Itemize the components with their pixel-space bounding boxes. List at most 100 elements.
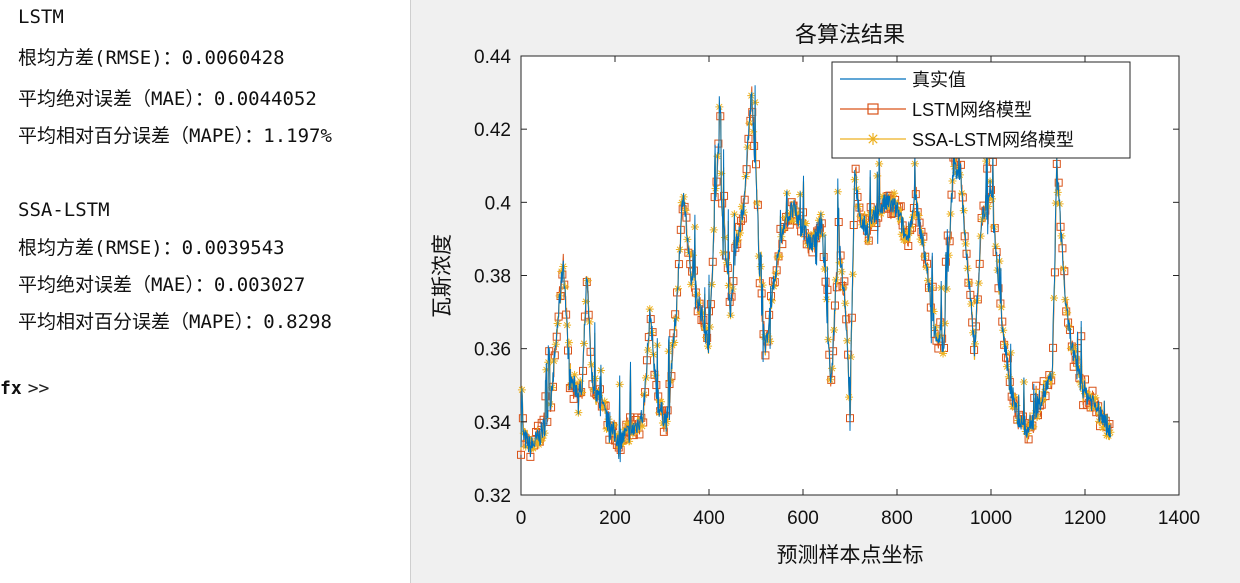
series-true-line — [520, 85, 1112, 463]
ssa-lstm-marker — [974, 279, 983, 288]
ssa-lstm-marker — [538, 434, 547, 443]
ssa-lstm-marker — [788, 216, 797, 225]
lstm-marker — [1088, 386, 1097, 395]
ssa-lstm-marker — [987, 194, 996, 203]
legend-entry[interactable]: LSTM网络模型 — [840, 100, 1032, 120]
x-tick-label: 600 — [787, 508, 819, 529]
y-tick-label: 0.44 — [474, 47, 511, 68]
ssa-lstm-marker — [841, 299, 850, 308]
ssa-lstm-marker — [564, 338, 573, 347]
ssa-lstm-marker — [929, 307, 938, 316]
x-tick-label: 400 — [693, 508, 725, 529]
ssa-lstm-marker — [1091, 393, 1100, 402]
ssa-lstm-marker — [861, 220, 870, 229]
plot-area — [517, 85, 1115, 463]
console-line: 根均方差(RMSE)：0.0039543 — [18, 237, 285, 259]
console-line: 根均方差(RMSE)：0.0060428 — [18, 47, 285, 69]
ssa-lstm-marker — [775, 252, 784, 261]
x-tick-label: 1400 — [1158, 508, 1200, 529]
ssa-lstm-marker — [681, 206, 690, 215]
ssa-lstm-marker — [623, 419, 632, 428]
console-line: 平均相对百分误差（MAPE）：0.8298 — [18, 311, 332, 333]
ssa-lstm-marker — [835, 258, 844, 267]
ssa-lstm-marker — [895, 214, 904, 223]
ssa-lstm-marker — [613, 430, 622, 439]
ssa-lstm-marker — [845, 393, 854, 402]
ssa-lstm-marker — [529, 444, 538, 453]
figure-window: 0 200 400 600 800 1000 1200 1400 0.32 0.34 0.36 0.3… — [410, 0, 1240, 583]
x-tick-label: 200 — [599, 508, 631, 529]
ssa-lstm-marker — [1093, 403, 1102, 412]
ssa-lstm-marker — [897, 230, 906, 239]
console-line: LSTM — [18, 6, 64, 28]
ssa-lstm-marker — [922, 262, 931, 271]
ssa-lstm-marker — [908, 213, 917, 222]
x-tick-label: 0 — [516, 508, 527, 529]
ssa-lstm-marker — [824, 335, 833, 344]
legend-label: LSTM网络模型 — [912, 100, 1032, 120]
y-tick-label: 0.34 — [474, 413, 511, 434]
ssa-lstm-marker — [638, 422, 647, 431]
chart-title: 各算法结果 — [795, 22, 905, 47]
ssa-lstm-marker — [600, 397, 609, 406]
prompt-symbol: >> — [27, 378, 50, 399]
ssa-lstm-marker — [657, 397, 666, 406]
ssa-lstm-marker — [901, 236, 910, 245]
ssa-lstm-marker — [643, 345, 652, 354]
legend-box — [831, 61, 1131, 159]
ssa-lstm-marker — [878, 192, 887, 201]
ssa-lstm-marker — [903, 228, 912, 237]
console-line: 平均绝对误差（MAE）：0.0044052 — [18, 88, 317, 110]
ssa-lstm-marker — [820, 265, 829, 274]
x-tick-label: 1200 — [1064, 508, 1106, 529]
ssa-lstm-marker — [801, 219, 810, 228]
ssa-lstm-marker — [1104, 431, 1113, 440]
ssa-lstm-marker — [587, 360, 596, 369]
lstm-marker — [840, 277, 849, 286]
console-line: SSA-LSTM — [18, 199, 110, 221]
ssa-lstm-marker — [1053, 188, 1062, 197]
ssa-lstm-marker — [578, 388, 587, 397]
y-tick-label: 0.4 — [485, 193, 512, 214]
legend-label: 真实值 — [912, 70, 966, 90]
y-tick-label: 0.32 — [474, 486, 511, 507]
legend-entry[interactable]: 真实值 — [840, 70, 966, 90]
ssa-lstm-marker — [570, 370, 579, 379]
fx-icon: fx — [0, 378, 22, 399]
ssa-lstm-marker — [890, 189, 899, 198]
lstm-marker — [1024, 435, 1033, 444]
x-axis-label: 预测样本点坐标 — [777, 544, 924, 567]
console-line: 平均相对百分误差（MAPE）：1.197% — [18, 125, 332, 147]
console-line: 平均绝对误差（MAE）：0.003027 — [18, 274, 306, 296]
tick-labels: 0 200 400 600 800 1000 1200 1400 0.32 0.34 0.36 0.3… — [474, 47, 1200, 529]
ssa-lstm-marker — [1065, 323, 1074, 332]
command-window: LSTM 根均方差(RMSE)：0.0060428 平均绝对误差（MAE）：0.… — [0, 0, 415, 583]
lstm-marker — [517, 450, 525, 459]
ssa-lstm-marker — [728, 285, 737, 294]
ssa-lstm-marker — [1063, 308, 1072, 317]
legend-label: SSA-LSTM网络模型 — [912, 130, 1074, 150]
ssa-lstm-marker — [1098, 423, 1107, 432]
ssa-lstm-marker — [557, 267, 566, 276]
y-tick-label: 0.36 — [474, 340, 511, 361]
chart: 0 200 400 600 800 1000 1200 1400 0.32 0.34 0.36 0.3… — [431, 22, 1200, 567]
y-axis-label: 瓦斯浓度 — [431, 234, 454, 318]
ssa-lstm-marker — [837, 267, 846, 276]
asterisk-marker-icon — [867, 133, 879, 145]
lstm-marker — [659, 427, 668, 436]
ssa-lstm-marker — [764, 332, 773, 341]
legend-entry[interactable]: SSA-LSTM网络模型 — [840, 130, 1074, 150]
lstm-marker — [778, 240, 787, 249]
x-tick-label: 800 — [881, 508, 913, 529]
ssa-lstm-marker — [534, 440, 543, 449]
ssa-lstm-marker — [736, 229, 745, 238]
ssa-lstm-marker — [762, 335, 771, 344]
ssa-lstm-marker — [939, 349, 948, 358]
legend[interactable]: 真实值 LSTM网络模型 SSA-LSTM网络模型 — [831, 61, 1131, 159]
square-marker-icon — [867, 103, 879, 115]
ssa-lstm-marker — [809, 230, 818, 239]
ssa-lstm-marker — [749, 127, 758, 136]
ssa-lstm-marker — [737, 202, 746, 211]
ssa-lstm-marker — [660, 421, 669, 430]
command-prompt[interactable]: fx >> — [0, 378, 49, 399]
